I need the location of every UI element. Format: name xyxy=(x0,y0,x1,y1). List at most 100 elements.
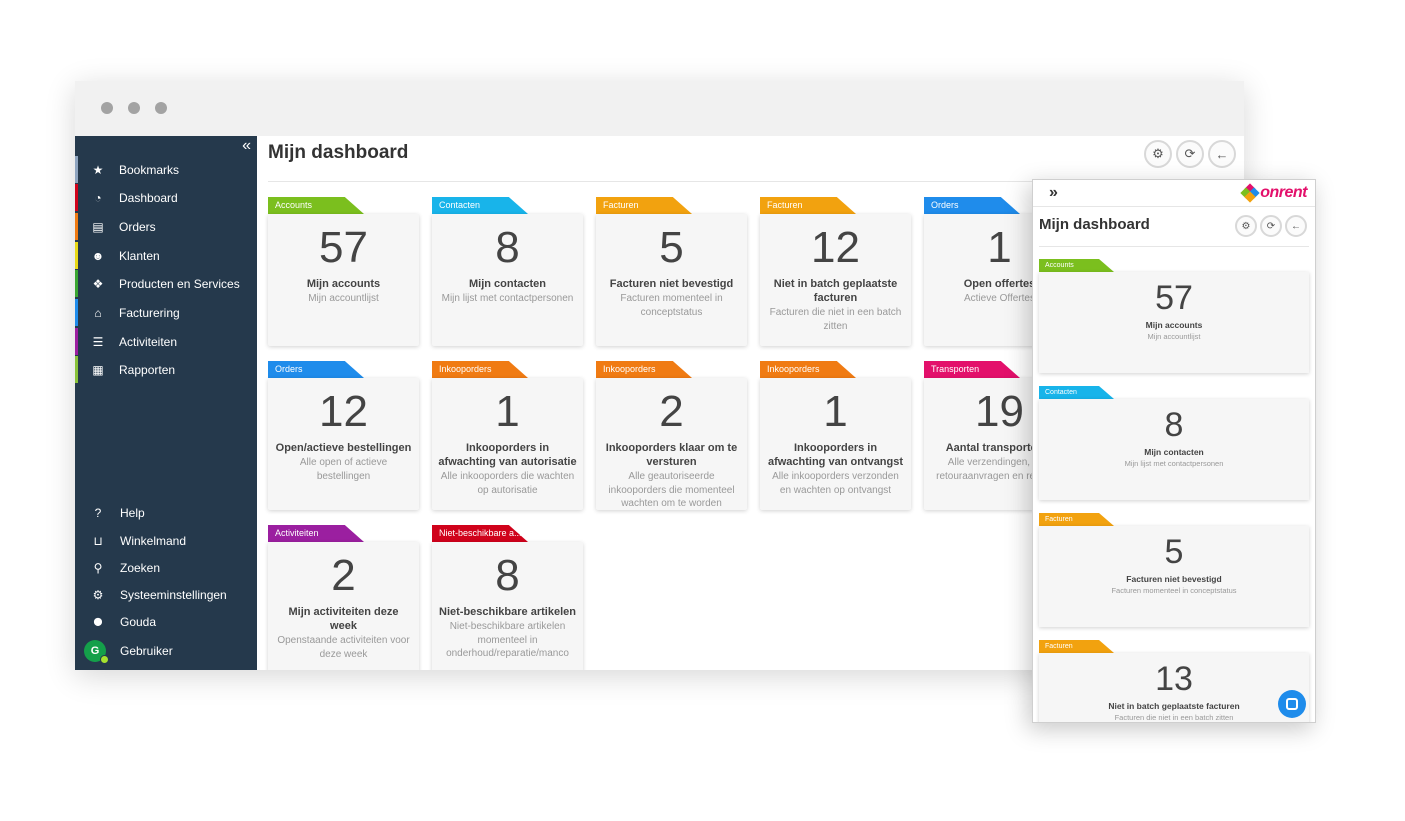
sidebar-item-systeeminstellingen[interactable]: ⚙ Systeeminstellingen xyxy=(75,581,257,608)
sidebar-item-winkelmand[interactable]: ⊔ Winkelmand xyxy=(75,527,257,554)
tile-count: 1 xyxy=(823,387,848,436)
tile-title: Open offertes xyxy=(963,278,1036,290)
mobile-dashboard-tile[interactable]: Facturen 13 Niet in batch geplaatste factu… xyxy=(1039,640,1309,722)
dashboard-tile[interactable]: Accounts 57 Mijn accounts Mijn accountlijst xyxy=(268,197,419,348)
gear-icon: ⚙ xyxy=(1152,146,1164,161)
bank-icon: ⌂ xyxy=(94,305,102,320)
sidebar-item-label: Dashboard xyxy=(119,190,178,205)
sidebar-item-klanten[interactable]: ☻ Klanten xyxy=(75,242,257,269)
logo-mark-icon xyxy=(1240,183,1260,203)
double-chevron-left-icon[interactable]: « xyxy=(242,137,251,154)
arrow-left-button[interactable]: ← xyxy=(1208,140,1236,168)
sidebar-item-gouda[interactable]: ⬤ Gouda xyxy=(75,608,257,635)
sidebar-item-zoeken[interactable]: ⚲ Zoeken xyxy=(75,554,257,581)
sidebar-item-producten-en-services[interactable]: ❖ Producten en Services xyxy=(75,270,257,297)
tile-count: 12 xyxy=(811,223,860,272)
question-circle-icon: ? xyxy=(94,505,102,520)
tile-category-tab: Facturen xyxy=(760,197,856,214)
refresh-button[interactable]: ⟳ xyxy=(1176,140,1204,168)
tile-count: 57 xyxy=(1155,279,1193,317)
tile-category-tab: Facturen xyxy=(1039,640,1114,653)
mobile-refresh-button[interactable]: ⟳ xyxy=(1260,215,1282,237)
tile-title: Aantal transporten o xyxy=(945,442,1054,454)
tile-count: 8 xyxy=(495,223,520,272)
tile-title: Open/actieve bestellingen xyxy=(275,442,412,454)
sidebar-item-bookmarks[interactable]: ★ Bookmarks xyxy=(75,156,257,183)
tile-subtitle: Mijn lijst met contactpersonen xyxy=(441,293,574,304)
refresh-icon: ⟳ xyxy=(1266,220,1276,232)
sidebar-color-bar xyxy=(75,356,78,383)
sidebar-color-bar xyxy=(75,156,78,183)
sidebar-item-rapporten[interactable]: ▦ Rapporten xyxy=(75,356,257,383)
tile-category-tab: Facturen xyxy=(1039,513,1114,526)
gear-button[interactable]: ⚙ xyxy=(1144,140,1172,168)
tile-subtitle: Facturen die niet in een batch zitten xyxy=(1114,713,1234,722)
tile-count: 1 xyxy=(987,223,1012,272)
dashboard-tile[interactable]: Facturen 5 Facturen niet bevestigd Facturen… xyxy=(596,197,747,348)
arrow-left-icon: ← xyxy=(1291,220,1301,232)
arrow-left-icon: ← xyxy=(1215,146,1229,162)
sidebar-item-facturering[interactable]: ⌂ Facturering xyxy=(75,299,257,326)
sidebar-user[interactable]: G Gebruiker xyxy=(75,637,257,664)
chat-button[interactable] xyxy=(1278,690,1306,718)
sidebar-color-bar xyxy=(75,242,78,269)
dashboard-tile[interactable]: Inkooporders 1 Inkooporders in afwachting … xyxy=(760,361,911,512)
tile-category-tab: Orders xyxy=(268,361,364,378)
basket-icon: ⊔ xyxy=(93,533,103,548)
tile-title: Inkooporders in afwachting van ontvangst xyxy=(767,442,904,468)
mobile-dashboard-tile[interactable]: Accounts 57 Mijn accounts Mijn accountlijst xyxy=(1039,259,1309,373)
logo-text: onrent xyxy=(1260,184,1307,201)
mobile-gear-button[interactable]: ⚙ xyxy=(1235,215,1257,237)
search-icon: ⚲ xyxy=(93,560,103,575)
sidebar-item-label: Rapporten xyxy=(119,362,176,377)
sidebar-item-dashboard[interactable]: ◔ Dashboard xyxy=(75,184,257,211)
tile-card: 5 Facturen niet bevestigd Facturen momente… xyxy=(596,214,747,346)
mobile-dashboard-tile[interactable]: Contacten 8 Mijn contacten Mijn lijst met c… xyxy=(1039,386,1309,500)
tile-card: 2 Inkooporders klaar om te versturen Alle … xyxy=(596,378,747,510)
tile-title: Mijn contacten xyxy=(468,278,546,290)
tile-title: Facturen niet bevestigd xyxy=(609,278,734,290)
sidebar-color-bar xyxy=(75,184,78,211)
tile-subtitle: Alle inkooporders verzonden en wachten o… xyxy=(772,471,899,496)
mobile-page-title: Mijn dashboard xyxy=(1039,216,1150,233)
tile-count: 2 xyxy=(659,387,684,436)
book-icon: ▤ xyxy=(92,219,104,234)
double-chevron-right-icon[interactable]: » xyxy=(1049,184,1058,201)
tile-category-tab: Inkooporders xyxy=(760,361,856,378)
window-maximize-dot[interactable] xyxy=(155,102,167,114)
sidebar-item-label: Help xyxy=(120,505,145,520)
mobile-arrow-left-button[interactable]: ← xyxy=(1285,215,1307,237)
onrent-logo: onrent xyxy=(1240,182,1307,204)
tile-title: Inkooporders in afwachting van autorisat… xyxy=(438,442,577,468)
mobile-dashboard-tile[interactable]: Facturen 5 Facturen niet bevestigd Facturen… xyxy=(1039,513,1309,627)
tile-category-tab: Niet-beschikbare a... xyxy=(432,525,528,542)
dashboard-tile[interactable]: Contacten 8 Mijn contacten Mijn lijst met c… xyxy=(432,197,583,348)
gear-icon: ⚙ xyxy=(1241,220,1251,232)
dashboard-tile[interactable]: Orders 12 Open/actieve bestellingen Alle op… xyxy=(268,361,419,512)
tile-count: 57 xyxy=(319,223,368,272)
avatar: G xyxy=(84,639,109,664)
dashboard-tile[interactable]: Niet-beschikbare a... 8 Niet-beschikbare a… xyxy=(432,525,583,670)
sidebar-item-label: Zoeken xyxy=(120,560,161,575)
sidebar-item-activiteiten[interactable]: ☰ Activiteiten xyxy=(75,328,257,355)
dashboard-tile[interactable]: Activiteiten 2 Mijn activiteiten deze week… xyxy=(268,525,419,670)
user-name: Gebruiker xyxy=(120,643,173,658)
tile-count: 5 xyxy=(1164,533,1184,571)
window-minimize-dot[interactable] xyxy=(128,102,140,114)
window-close-dot[interactable] xyxy=(101,102,113,114)
tile-count: 8 xyxy=(1164,406,1184,444)
tile-card: 1 Inkooporders in afwachting van ontvangs… xyxy=(760,378,911,510)
tile-category-tab: Inkooporders xyxy=(596,361,692,378)
online-status-dot xyxy=(100,654,109,664)
sidebar-item-label: Gouda xyxy=(120,614,157,629)
sidebar-item-label: Producten en Services xyxy=(119,276,240,291)
dashboard-tile[interactable]: Facturen 12 Niet in batch geplaatste factu… xyxy=(760,197,911,348)
tile-subtitle: Openstaande activiteiten voor deze week xyxy=(277,635,410,660)
sidebar-item-orders[interactable]: ▤ Orders xyxy=(75,213,257,240)
list-icon: ☰ xyxy=(92,334,104,349)
tile-subtitle: Actieve Offertes xyxy=(964,293,1035,304)
dashboard-tile[interactable]: Inkooporders 1 Inkooporders in afwachting … xyxy=(432,361,583,512)
dashboard-tile[interactable]: Inkooporders 2 Inkooporders klaar om te ve… xyxy=(596,361,747,512)
sidebar-item-help[interactable]: ? Help xyxy=(75,499,257,526)
star-icon: ★ xyxy=(92,162,104,177)
